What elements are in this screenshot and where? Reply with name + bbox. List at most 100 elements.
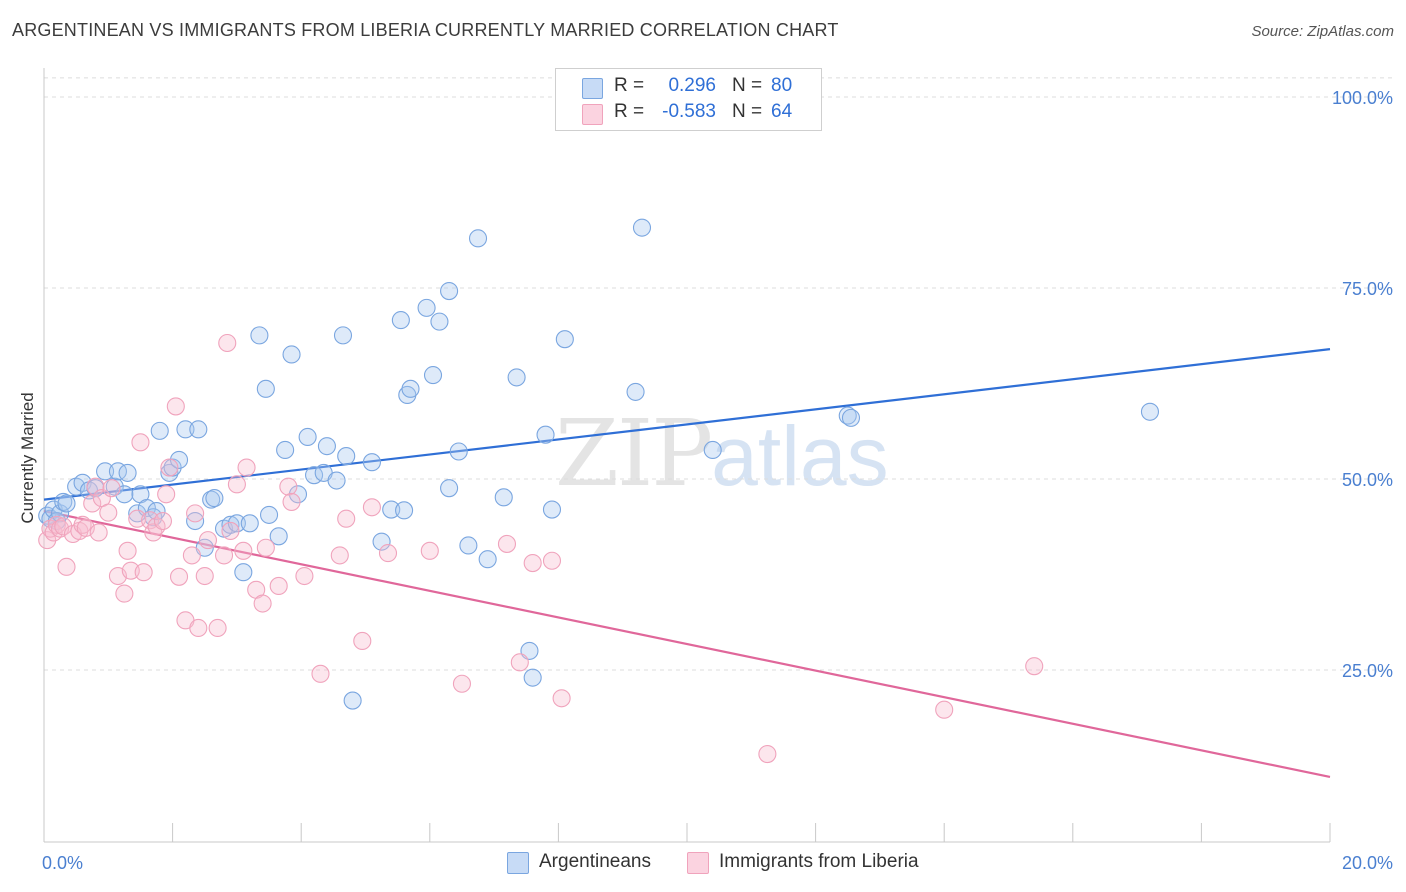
watermark-atlas: atlas (711, 409, 889, 503)
data-point (198, 531, 218, 550)
data-point (555, 330, 574, 349)
data-point (372, 532, 391, 551)
data-point (205, 489, 224, 508)
data-point (186, 511, 205, 531)
y-tick-label: 75.0% (1342, 279, 1393, 299)
data-point (256, 538, 275, 557)
x-tick-label: 0.0% (42, 853, 83, 873)
x-tick-label: 20.0% (1342, 853, 1393, 873)
data-point (494, 488, 513, 507)
data-point (253, 594, 272, 613)
data-point (208, 618, 227, 638)
data-point (449, 442, 468, 461)
data-point (276, 440, 295, 460)
legend-swatch-blue (582, 78, 603, 99)
data-point (478, 550, 497, 569)
data-point (523, 553, 542, 573)
data-point (202, 490, 221, 509)
data-point (256, 379, 275, 398)
data-point (542, 551, 562, 570)
chart-title: ARGENTINEAN VS IMMIGRANTS FROM LIBERIA C… (12, 20, 839, 40)
data-point (295, 566, 314, 586)
data-point (38, 531, 57, 550)
series-argentineans (38, 218, 1160, 710)
data-point (423, 366, 443, 385)
data-point (131, 433, 150, 452)
data-point (115, 584, 134, 603)
data-point (234, 541, 253, 560)
data-point (269, 527, 288, 546)
bottom-legend-argentineans: Argentineans (507, 851, 651, 874)
data-point (382, 500, 401, 519)
data-point (153, 511, 173, 531)
data-point (1025, 657, 1044, 676)
data-point (57, 557, 76, 576)
data-point (250, 326, 269, 345)
data-point (440, 479, 459, 498)
data-point (552, 689, 571, 708)
data-point (420, 541, 439, 560)
data-point (259, 505, 279, 524)
data-point (337, 509, 356, 528)
data-point (282, 345, 301, 364)
legend-r-value: 0.296 (668, 75, 716, 96)
legend-r-label: R = (614, 101, 645, 122)
data-point (150, 421, 169, 440)
y-axis-label: Currently Married (18, 392, 37, 523)
data-point (1140, 402, 1160, 421)
data-point (96, 462, 115, 481)
watermark-zip: ZIP (555, 400, 713, 507)
gridlines (44, 77, 1392, 671)
data-point (186, 504, 205, 523)
data-point (497, 534, 517, 553)
legend-r-value: -0.583 (662, 101, 716, 122)
data-point (440, 282, 459, 301)
data-points (38, 218, 1160, 764)
data-point (214, 546, 234, 565)
legend-n-value: 64 (771, 101, 793, 122)
data-point (353, 631, 372, 651)
data-point (838, 406, 857, 425)
legend-r-label: R = (614, 75, 645, 96)
data-point (108, 462, 127, 481)
legend-row-liberia: R = -0.583 N = 64 (556, 101, 821, 127)
data-point (134, 563, 153, 582)
data-point (89, 523, 108, 542)
data-point (468, 229, 488, 248)
data-point (337, 447, 356, 466)
data-point (160, 463, 179, 482)
data-point (237, 458, 256, 477)
data-point (758, 744, 777, 764)
trend-line-argentineans (43, 348, 1331, 501)
data-point (189, 618, 208, 638)
watermark: ZIPatlas (555, 400, 889, 507)
data-point (105, 477, 124, 496)
data-point (327, 471, 346, 490)
data-point (510, 653, 529, 672)
data-point (195, 566, 214, 586)
data-point (935, 700, 954, 719)
data-point (240, 514, 259, 533)
data-point (536, 425, 555, 444)
data-point (452, 674, 472, 693)
legend-label-liberia: Immigrants from Liberia (719, 851, 919, 872)
data-point (218, 333, 237, 353)
data-point (378, 544, 398, 563)
data-point (523, 668, 542, 687)
data-point (343, 691, 362, 710)
legend-label-argentineans: Argentineans (539, 851, 651, 872)
data-point (279, 477, 298, 496)
data-point (417, 298, 436, 317)
legend-n-label: N = (732, 101, 763, 122)
trend-lines (43, 348, 1331, 779)
legend-swatch-pink (687, 852, 709, 874)
data-point (269, 576, 288, 596)
data-point (221, 515, 240, 534)
data-point (317, 437, 336, 456)
data-point (160, 458, 179, 477)
bottom-legend-liberia: Immigrants from Liberia (687, 851, 919, 874)
data-point (118, 463, 137, 482)
data-point (703, 440, 722, 460)
series-liberia (38, 333, 1044, 764)
